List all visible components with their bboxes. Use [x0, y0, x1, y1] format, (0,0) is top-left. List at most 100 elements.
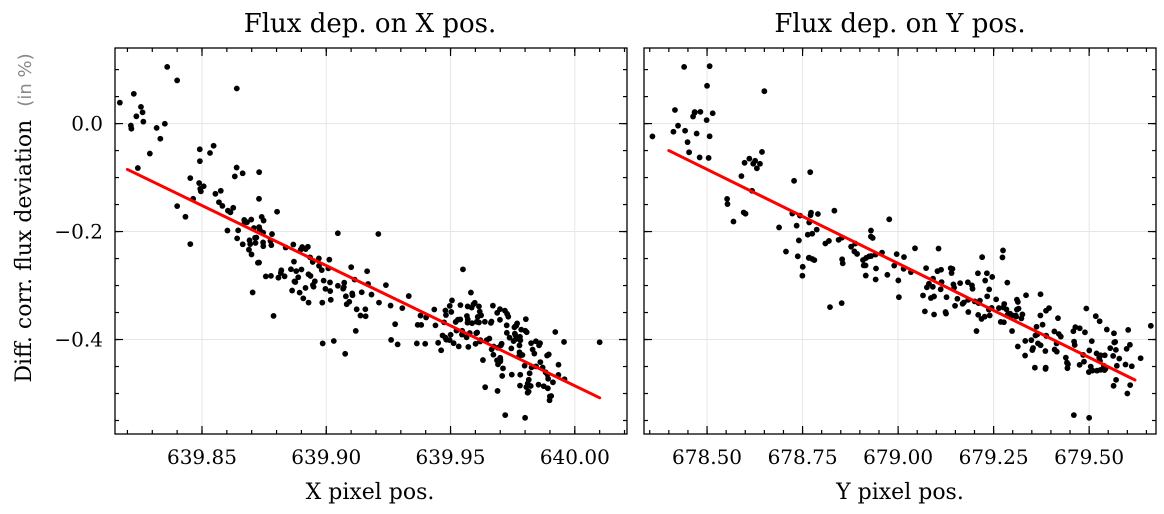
data-point: [327, 288, 334, 294]
data-point: [982, 277, 989, 284]
panel-x-position: Flux dep. on X pos. X pixel pos. 639.85 6…: [54, 9, 628, 505]
data-point: [649, 133, 656, 140]
x-axis-label: Y pixel pos.: [835, 480, 964, 505]
data-point: [929, 283, 936, 290]
scatter-points: [649, 63, 1154, 421]
data-point: [1065, 361, 1071, 368]
data-point: [986, 286, 993, 293]
data-point: [497, 316, 503, 323]
data-point: [1076, 361, 1083, 368]
data-point: [1033, 323, 1040, 330]
data-point: [1113, 376, 1119, 383]
data-point: [449, 297, 455, 304]
data-point: [670, 128, 677, 135]
data-point: [999, 254, 1006, 261]
data-point: [931, 293, 937, 300]
data-point: [473, 330, 480, 337]
fit-line: [125, 167, 602, 400]
data-point: [342, 293, 349, 300]
data-point: [545, 375, 552, 382]
data-point: [289, 287, 296, 294]
data-point: [311, 278, 318, 285]
data-point: [233, 164, 240, 171]
data-point: [1112, 346, 1119, 353]
data-point: [490, 351, 497, 358]
data-point: [535, 381, 542, 388]
data-point: [353, 306, 360, 313]
data-point: [1081, 358, 1087, 365]
data-point: [931, 311, 937, 318]
data-point: [868, 227, 874, 234]
data-point: [799, 272, 806, 279]
data-point: [368, 291, 375, 298]
data-point: [693, 130, 700, 137]
data-point: [217, 187, 224, 194]
panel-title: Flux dep. on X pos.: [244, 9, 497, 39]
data-point: [937, 286, 944, 293]
data-point: [696, 154, 703, 161]
data-point: [746, 155, 753, 162]
data-point: [989, 274, 996, 280]
data-point: [362, 306, 369, 313]
data-point: [923, 284, 930, 291]
data-point: [1094, 367, 1100, 374]
data-point: [246, 246, 252, 253]
data-point: [268, 272, 274, 279]
x-tick-label: 640.00: [540, 445, 610, 469]
data-point: [460, 266, 466, 273]
data-point: [868, 253, 875, 259]
data-point: [262, 273, 269, 280]
data-point: [684, 139, 691, 146]
data-point: [973, 328, 980, 334]
data-point: [1012, 312, 1019, 319]
data-point: [1031, 364, 1038, 371]
data-point: [957, 280, 964, 287]
data-point: [506, 334, 513, 341]
panel-y-position: Flux dep. on Y pos. Y pixel pos. 678.50 6…: [643, 9, 1157, 505]
data-point: [741, 159, 748, 166]
data-point: [884, 271, 891, 278]
data-point: [1076, 325, 1083, 332]
data-point: [230, 204, 237, 211]
data-point: [281, 273, 288, 280]
data-point: [813, 226, 820, 233]
data-point: [799, 263, 806, 270]
data-point: [1092, 313, 1099, 320]
data-point: [1122, 361, 1129, 368]
data-point: [494, 388, 501, 394]
data-point: [561, 339, 567, 345]
data-point: [489, 302, 496, 309]
data-point: [791, 177, 797, 184]
data-point: [503, 322, 510, 329]
data-point: [480, 357, 486, 363]
data-point: [730, 218, 737, 225]
data-point: [536, 342, 542, 349]
data-point: [457, 302, 464, 309]
data-point: [512, 336, 519, 342]
data-point: [247, 241, 254, 247]
data-point: [969, 285, 976, 292]
data-point: [319, 299, 326, 306]
data-point: [1013, 306, 1020, 313]
data-point: [724, 201, 731, 207]
data-point: [1125, 326, 1132, 333]
data-point: [252, 240, 259, 246]
data-point: [537, 359, 544, 365]
data-point: [935, 245, 942, 252]
data-point: [318, 267, 325, 274]
data-point: [231, 173, 238, 180]
data-point: [862, 272, 869, 279]
x-tick-label: 639.90: [291, 445, 361, 469]
data-point: [334, 282, 341, 289]
x-tick-label: 678.75: [768, 445, 838, 469]
data-point: [511, 330, 518, 337]
data-point: [139, 109, 146, 116]
data-point: [130, 90, 137, 97]
data-point: [134, 165, 141, 171]
data-point: [197, 185, 204, 192]
data-point: [472, 340, 479, 347]
data-point: [867, 233, 874, 240]
data-point: [1023, 292, 1029, 299]
data-point: [288, 266, 294, 273]
